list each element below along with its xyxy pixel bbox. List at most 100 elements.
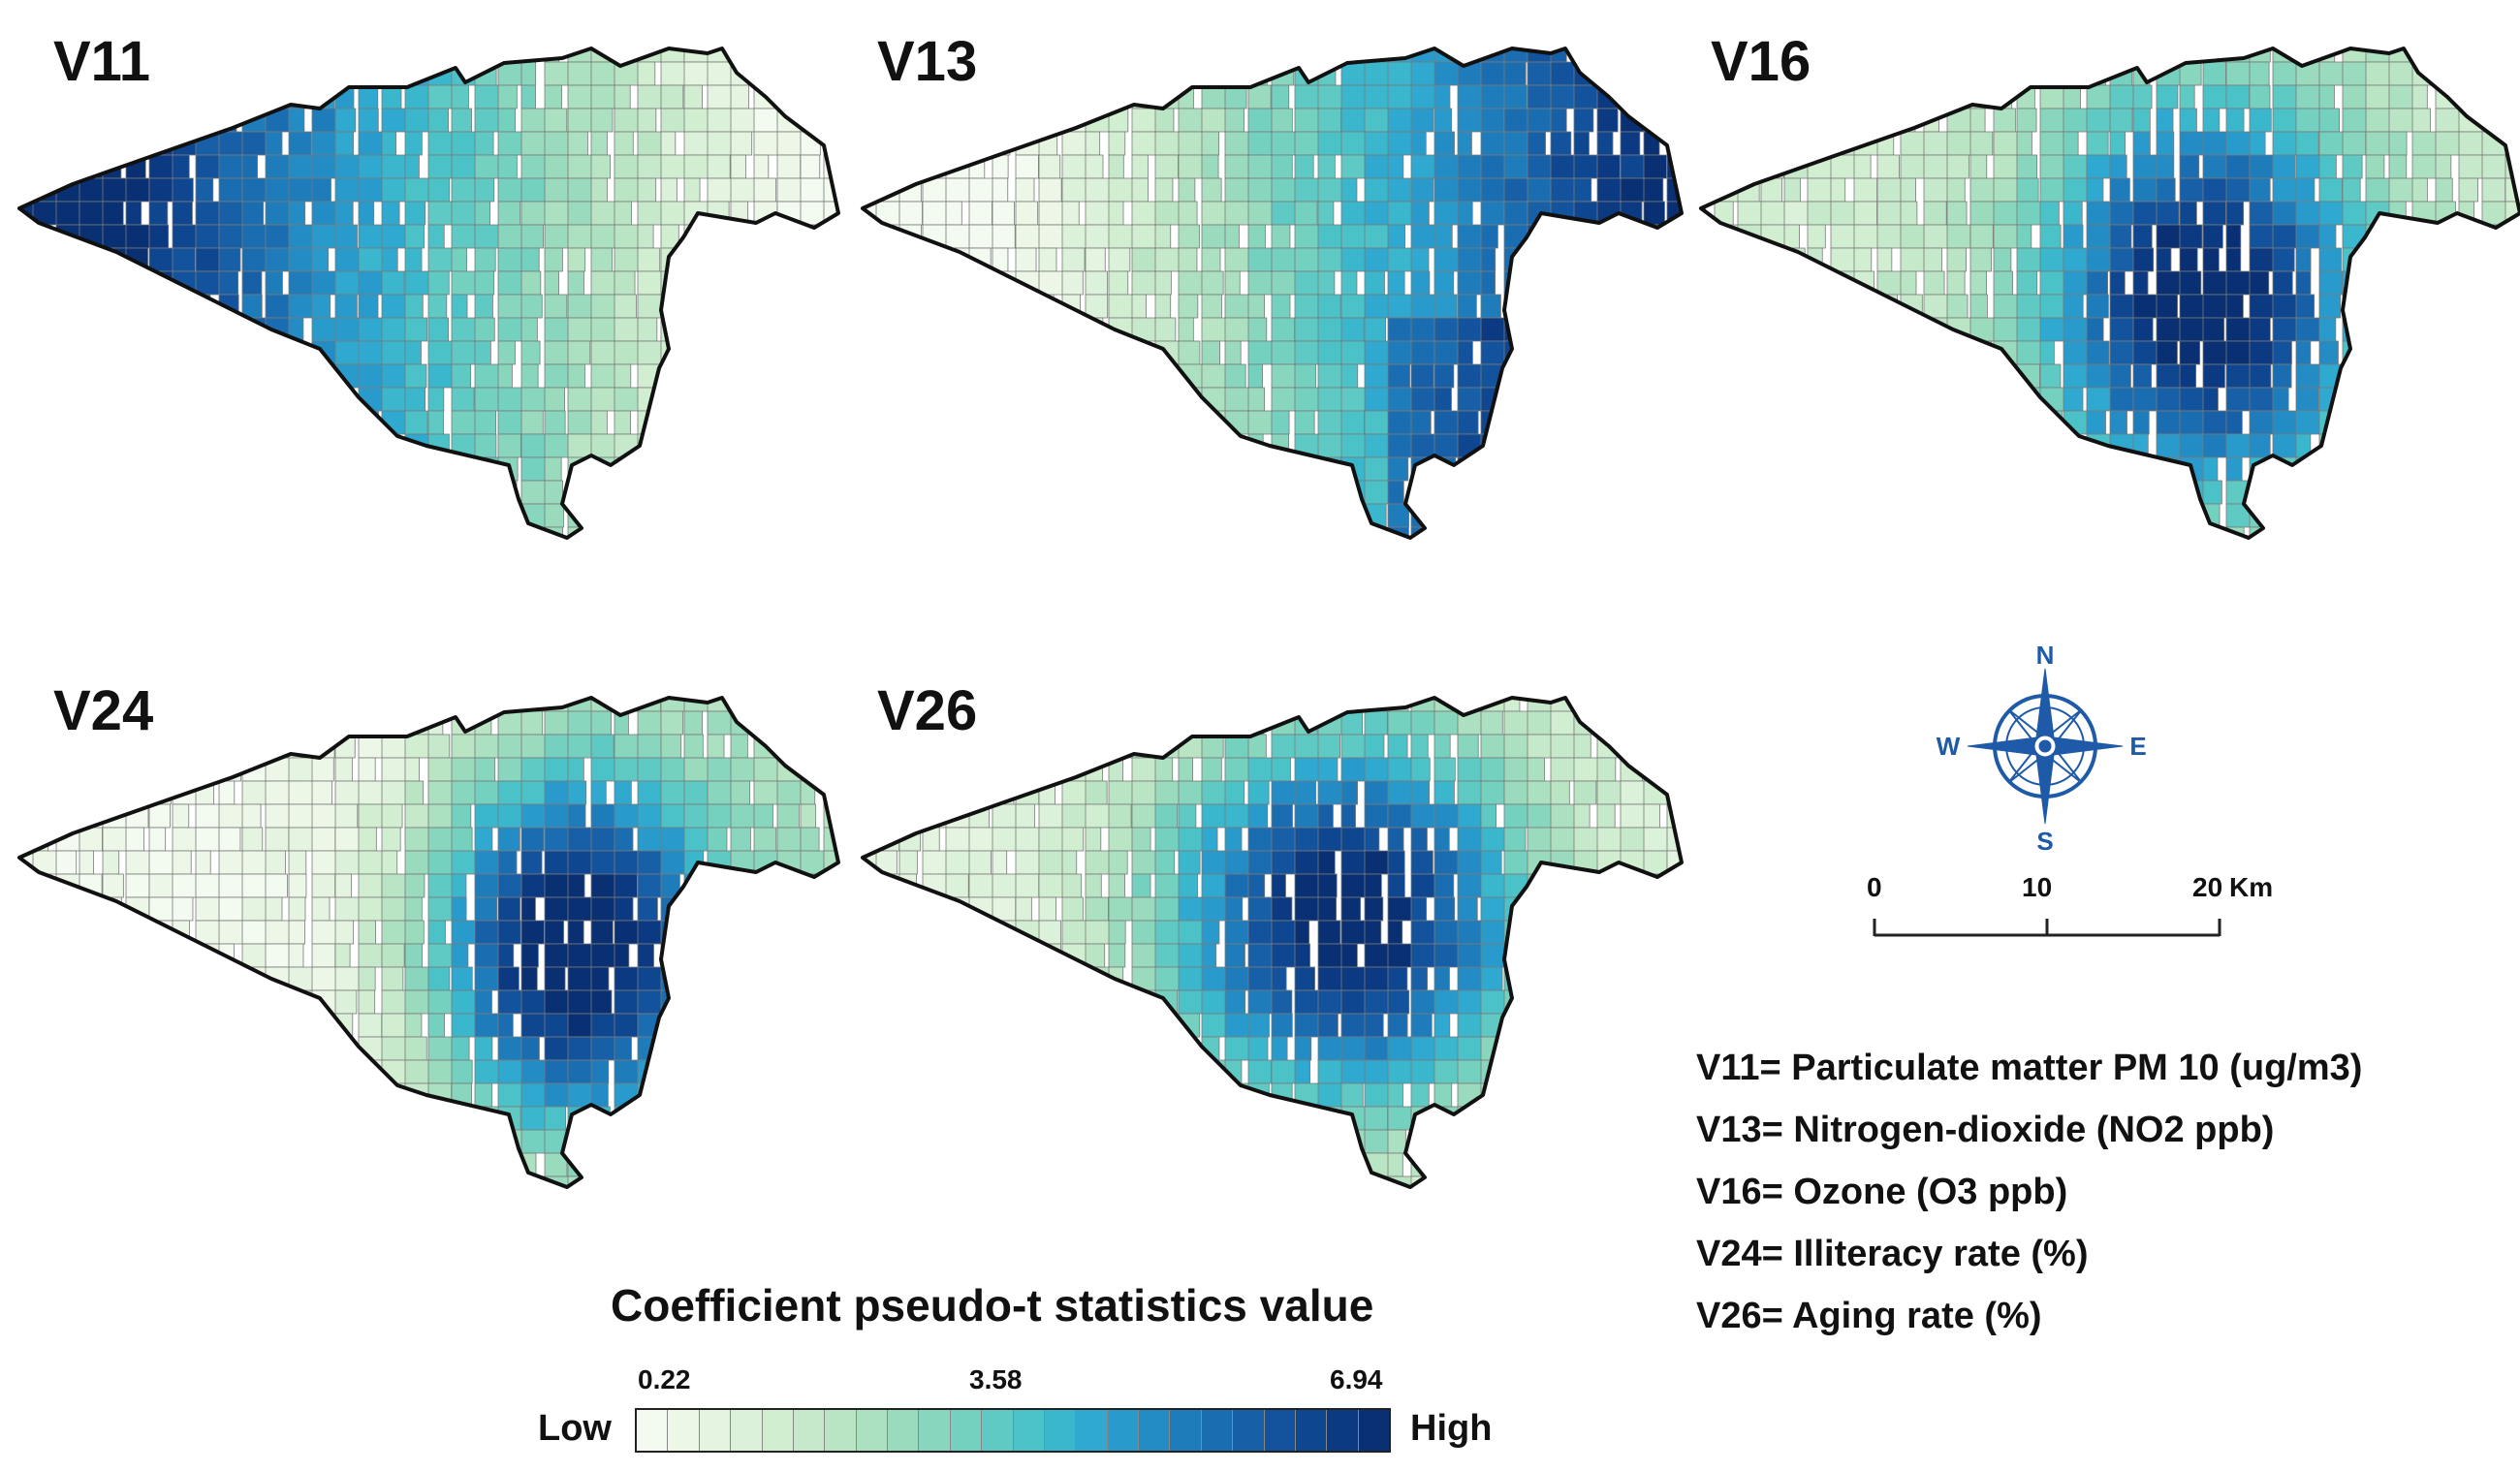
map-district <box>731 550 758 562</box>
map-district <box>1760 363 1794 389</box>
map-district <box>1946 410 1977 435</box>
map-district <box>1247 224 1266 249</box>
map-district <box>1387 201 1414 226</box>
map-district <box>776 410 801 435</box>
map-district <box>1620 317 1639 342</box>
map-district <box>1596 340 1627 365</box>
map-district <box>1714 503 1745 528</box>
map-district <box>1701 131 1717 156</box>
map-district <box>497 410 525 435</box>
map-district <box>707 734 725 759</box>
map-district <box>2086 410 2106 435</box>
map-district <box>1596 410 1616 435</box>
map-district <box>1271 803 1293 829</box>
compass-center <box>2038 739 2052 753</box>
map-district <box>32 410 60 435</box>
map-district <box>1317 526 1334 538</box>
map-district <box>1807 433 1828 458</box>
map-district <box>1924 550 1941 562</box>
map-district <box>55 387 88 412</box>
map-district <box>1224 340 1242 365</box>
map-district <box>1573 387 1600 412</box>
map-district <box>753 456 781 482</box>
map-district <box>1271 154 1293 179</box>
map-district <box>358 526 374 538</box>
map-district <box>149 550 175 562</box>
map-district <box>661 550 693 562</box>
map-district <box>148 201 169 226</box>
map-district <box>1620 966 1651 991</box>
map-district <box>1131 710 1160 736</box>
map-district <box>288 1175 313 1187</box>
map-district <box>125 943 158 968</box>
map-district <box>730 1082 763 1108</box>
map-district <box>1131 48 1152 63</box>
map-district <box>1131 1013 1148 1038</box>
map-district <box>1993 433 2016 458</box>
map-district <box>102 1036 128 1061</box>
map-district <box>1993 131 2019 156</box>
map-district <box>1643 966 1670 991</box>
map-district <box>497 108 517 133</box>
map-district <box>1179 550 1206 562</box>
map-district <box>381 850 398 875</box>
map-district <box>1433 108 1453 133</box>
map-district <box>898 734 930 759</box>
map-district <box>1131 943 1160 968</box>
map-district <box>148 1036 171 1061</box>
legend-low-label: Low <box>538 1408 612 1449</box>
map-district <box>173 550 200 562</box>
map-district <box>1643 294 1673 319</box>
map-district <box>265 873 288 898</box>
map-district <box>172 340 196 365</box>
map-district <box>1853 48 1886 63</box>
map-district <box>1620 294 1654 319</box>
map-district <box>1596 1013 1628 1038</box>
map-district <box>1690 874 1696 897</box>
map-district <box>451 943 469 968</box>
map-district <box>1690 804 1696 828</box>
map-district <box>875 989 899 1015</box>
map-district <box>863 61 888 86</box>
map-district <box>922 1059 952 1084</box>
map-district <box>520 294 543 319</box>
map-district <box>334 698 356 712</box>
map-district <box>1271 757 1291 782</box>
map-district <box>1410 1129 1440 1154</box>
map-district <box>1807 503 1836 528</box>
map-district <box>242 550 265 562</box>
map-district <box>288 108 305 133</box>
map-district <box>265 456 300 482</box>
map-district <box>800 48 821 63</box>
map-district <box>32 1082 58 1108</box>
map-district <box>2109 201 2136 226</box>
map-district <box>2109 526 2130 538</box>
map-district <box>1714 317 1743 342</box>
map-district <box>451 1129 481 1154</box>
map-district <box>2458 177 2479 203</box>
map-district <box>968 757 1000 782</box>
map-district <box>945 61 963 86</box>
map-district <box>683 480 718 505</box>
map-district <box>753 698 780 712</box>
map-district <box>2179 48 2205 63</box>
map-district <box>172 1106 204 1131</box>
map-district <box>2318 294 2342 319</box>
map-district <box>2156 526 2174 538</box>
map-district <box>1573 1059 1597 1084</box>
map-district <box>1807 317 1838 342</box>
map-district <box>1085 1013 1112 1038</box>
map-district <box>2481 61 2504 86</box>
map-district <box>1876 317 1907 342</box>
map-district <box>1876 108 1895 133</box>
map-district <box>32 387 63 412</box>
map-district <box>1573 480 1598 505</box>
map-district <box>358 710 382 736</box>
map-district <box>1224 850 1249 875</box>
map-district <box>1457 294 1477 319</box>
map-district <box>1340 850 1368 875</box>
map-district <box>1666 1059 1682 1084</box>
map-district <box>2156 201 2180 226</box>
map-district <box>730 827 751 852</box>
map-district <box>1016 1200 1035 1211</box>
